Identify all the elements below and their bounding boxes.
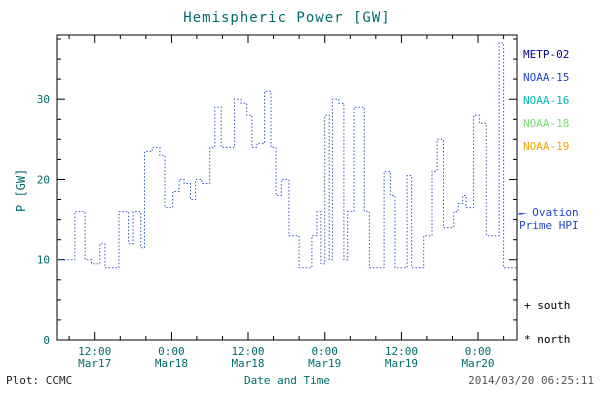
svg-text:Mar19: Mar19 — [385, 357, 418, 370]
svg-text:12:00: 12:00 — [385, 345, 418, 358]
svg-text:20: 20 — [37, 174, 50, 187]
svg-text:Mar20: Mar20 — [461, 357, 494, 370]
ovation-label-line1: – Ovation — [519, 206, 579, 219]
svg-text:Mar18: Mar18 — [155, 357, 188, 370]
svg-text:Mar18: Mar18 — [231, 357, 264, 370]
svg-text:30: 30 — [37, 93, 50, 106]
legend-item-noaa18: NOAA-18 — [523, 117, 570, 130]
south-marker-label: + south — [524, 299, 571, 312]
svg-text:12:00: 12:00 — [78, 345, 111, 358]
svg-text:Mar19: Mar19 — [308, 357, 341, 370]
ovation-label-line2: Prime HPI — [519, 219, 579, 232]
svg-text:0:00: 0:00 — [311, 345, 338, 358]
svg-text:12:00: 12:00 — [231, 345, 264, 358]
svg-text:0:00: 0:00 — [465, 345, 492, 358]
legend-item-noaa19: NOAA-19 — [523, 140, 570, 153]
north-marker-label: * north — [524, 333, 571, 346]
y-axis-label: P [GW] — [14, 168, 28, 212]
svg-text:10: 10 — [37, 254, 50, 267]
svg-text:Mar17: Mar17 — [78, 357, 111, 370]
legend-item-noaa16: NOAA-16 — [523, 94, 570, 107]
x-axis-label: Date and Time — [243, 374, 331, 387]
legend-item-noaa15: NOAA-15 — [523, 71, 570, 84]
plot-credit: Plot: CCMC — [6, 374, 73, 387]
svg-text:0: 0 — [43, 334, 50, 347]
legend-item-metp02: METP-02 — [523, 48, 570, 61]
svg-text:0:00: 0:00 — [158, 345, 185, 358]
plot-timestamp: 2014/03/20 06:25:11 — [468, 374, 594, 387]
ovation-prime-hpi-label: – Ovation Prime HPI — [519, 206, 579, 232]
chart-title: Hemispheric Power [GW] — [183, 10, 391, 26]
